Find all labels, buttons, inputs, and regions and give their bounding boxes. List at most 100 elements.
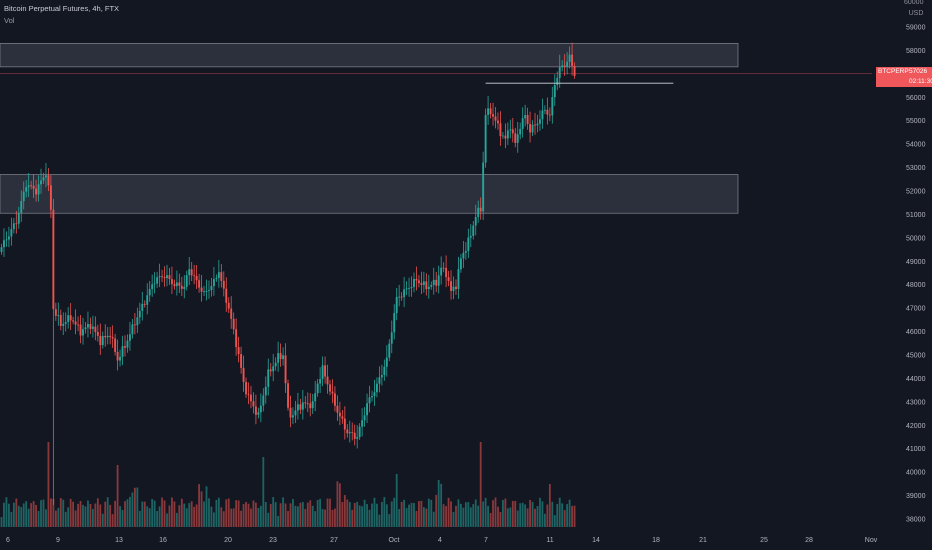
candle-body xyxy=(343,418,346,430)
volume-bar xyxy=(544,513,546,527)
volume-bar xyxy=(450,501,452,527)
candle-body xyxy=(361,420,364,427)
volume-bar xyxy=(427,498,430,527)
candle-body xyxy=(195,275,198,281)
candle-body xyxy=(422,281,425,285)
candle-body xyxy=(188,269,191,276)
volume-bar xyxy=(539,497,541,527)
candle-body xyxy=(158,276,161,278)
volume-bar xyxy=(267,512,270,527)
volume-bar xyxy=(87,500,89,527)
volume-bar xyxy=(499,511,502,527)
candle-body xyxy=(299,404,302,410)
candle-body xyxy=(509,129,512,131)
candle-body xyxy=(455,286,457,290)
volume-bar xyxy=(548,484,551,527)
candle-body xyxy=(3,240,5,248)
candle-body xyxy=(573,65,576,77)
candle-body xyxy=(240,354,243,368)
candle-body xyxy=(304,402,307,404)
volume-bar xyxy=(378,514,381,527)
candle-body xyxy=(148,289,151,296)
volume-bar xyxy=(492,500,494,527)
volume-bar xyxy=(568,499,571,527)
candle-body xyxy=(373,392,376,397)
candle-body xyxy=(292,415,294,418)
volume-bar xyxy=(413,503,415,527)
volume-indicator-label[interactable]: Vol xyxy=(4,16,15,25)
volume-bar xyxy=(269,504,272,527)
candle-body xyxy=(168,275,171,280)
volume-bar xyxy=(445,506,447,527)
candle-body xyxy=(116,351,119,361)
volume-bar xyxy=(380,501,383,527)
candle-body xyxy=(494,116,497,121)
volume-bar xyxy=(32,501,35,527)
volume-bar xyxy=(566,504,569,527)
candle-body xyxy=(87,324,89,328)
resistance-zone-1[interactable] xyxy=(0,174,739,214)
volume-bar xyxy=(0,517,3,527)
volume-bar xyxy=(474,499,477,527)
volume-bar xyxy=(526,508,529,527)
candle-body xyxy=(133,324,136,326)
candle-body xyxy=(346,429,349,434)
candle-body xyxy=(82,329,84,336)
volume-bar xyxy=(217,497,220,527)
volume-bar xyxy=(10,511,13,527)
volume-bar xyxy=(250,508,252,527)
candle-body xyxy=(227,302,230,309)
volume-bar xyxy=(351,509,354,527)
volume-bar xyxy=(208,498,210,527)
volume-bar xyxy=(259,505,262,527)
volume-bar xyxy=(563,510,566,527)
candle-body xyxy=(180,285,183,289)
volume-bar xyxy=(133,487,136,527)
volume-bar xyxy=(460,503,462,527)
candle-body xyxy=(482,162,485,212)
candle-body xyxy=(124,346,126,348)
volume-bar xyxy=(42,499,45,527)
price-tick-label: 58000 xyxy=(906,48,926,55)
volume-bar xyxy=(316,499,319,527)
volume-bar xyxy=(398,509,401,527)
price-tick-label: 54000 xyxy=(906,142,926,149)
candle-body xyxy=(101,335,104,346)
chart-title[interactable]: Bitcoin Perpetual Futures, 4h, FTX xyxy=(4,4,120,13)
volume-bar xyxy=(385,504,388,527)
volume-bar xyxy=(153,500,156,527)
candle-body xyxy=(106,335,109,338)
volume-bar xyxy=(203,501,205,527)
candle-body xyxy=(185,275,188,287)
volume-bar xyxy=(272,497,275,527)
volume-bar xyxy=(457,499,460,527)
volume-bar xyxy=(497,506,499,527)
volume-bar xyxy=(314,511,317,527)
candle-body xyxy=(54,309,57,316)
candle-body xyxy=(193,275,196,277)
candle-body xyxy=(20,201,23,214)
time-tick-label: Nov xyxy=(865,537,878,544)
candle-body xyxy=(5,239,8,241)
volume-bar xyxy=(334,508,336,527)
candle-body xyxy=(568,54,571,62)
candle-body xyxy=(17,213,20,224)
volume-bar xyxy=(336,481,339,527)
volume-bar xyxy=(89,504,92,527)
candle-body xyxy=(311,401,314,409)
candle-body xyxy=(541,110,544,120)
candle-body xyxy=(469,235,472,238)
candle-body xyxy=(531,124,534,133)
volume-bar xyxy=(348,502,351,527)
candle-body xyxy=(353,432,356,439)
volume-bar xyxy=(511,500,514,527)
volume-bar xyxy=(326,498,329,527)
volume-bar xyxy=(408,504,410,527)
resistance-zone-0[interactable] xyxy=(0,43,739,68)
volume-bar xyxy=(482,501,485,527)
volume-bar xyxy=(27,508,30,527)
volume-bar xyxy=(178,505,181,527)
volume-bar xyxy=(77,503,79,527)
candle-body xyxy=(459,258,462,270)
